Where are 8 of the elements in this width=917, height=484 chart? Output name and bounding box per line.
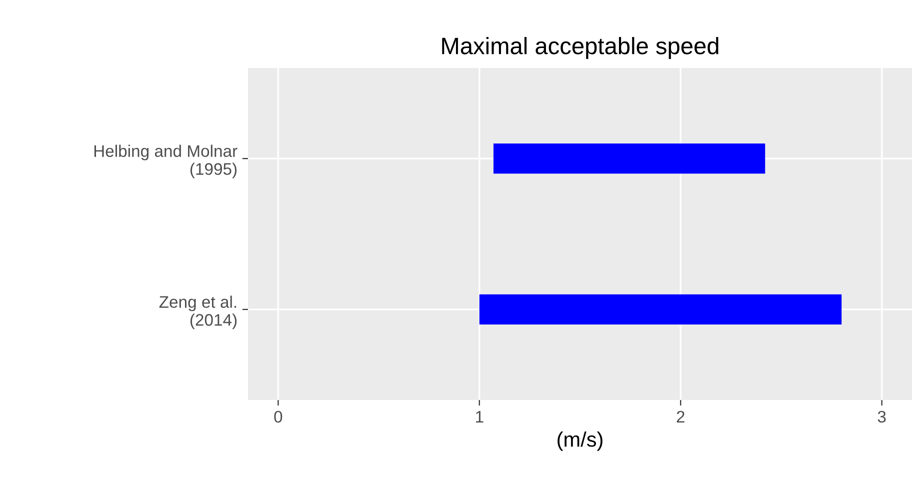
x-tick-label: 0 bbox=[274, 410, 282, 423]
x-axis-title: (m/s) bbox=[558, 432, 602, 451]
chart-title: Maximal acceptable speed bbox=[442, 37, 718, 60]
y-tick-label: Zeng et al. (2014) bbox=[159, 296, 237, 330]
x-tick-label: 1 bbox=[476, 411, 484, 422]
x-tick-label: 3 bbox=[878, 410, 886, 423]
x-tick-label: 2 bbox=[676, 410, 684, 422]
y-tick-label: Helbing and Molnar (1995) bbox=[94, 144, 238, 178]
